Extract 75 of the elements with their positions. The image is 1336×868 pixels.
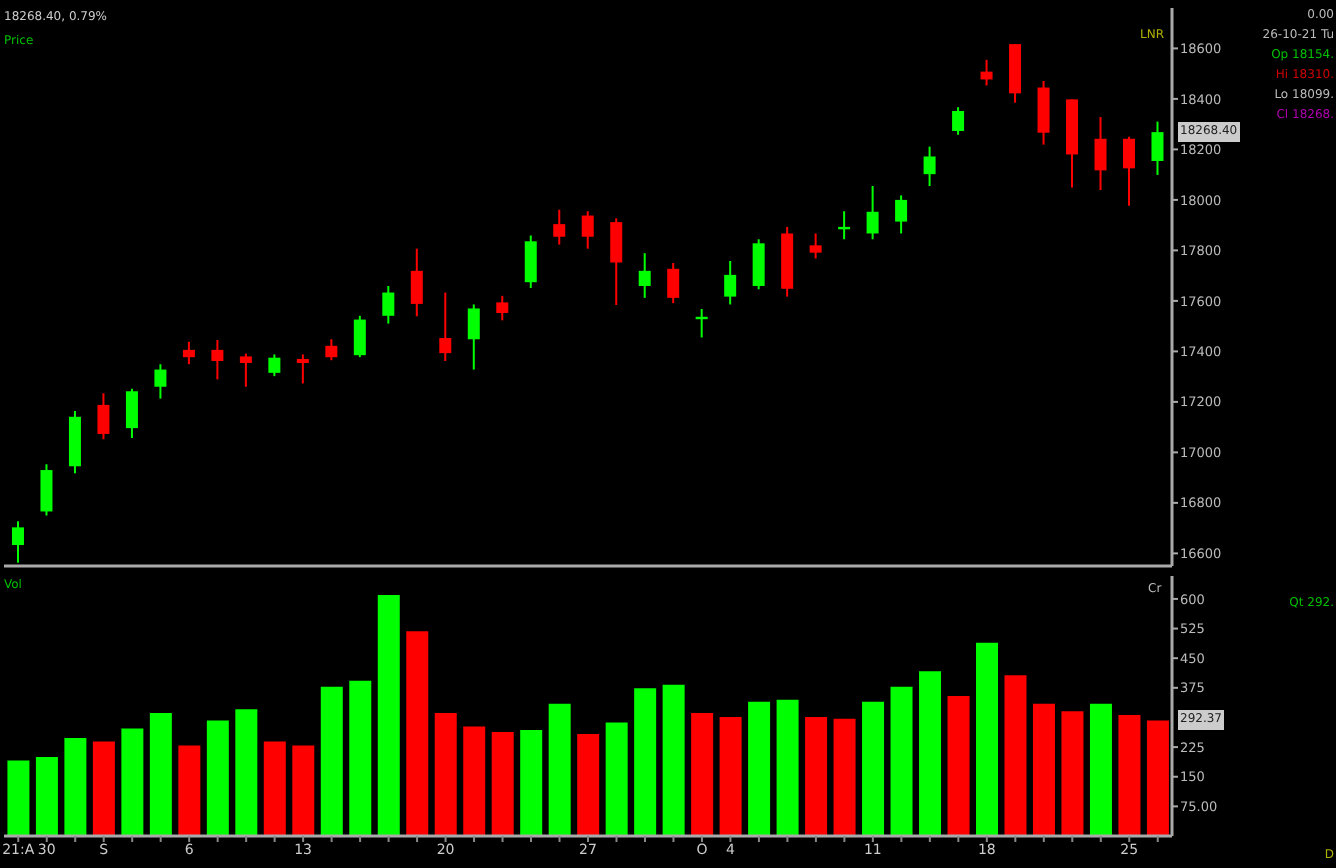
bar [1089,703,1112,836]
bar [263,741,286,836]
bar [1004,675,1027,836]
bar [520,730,543,836]
bar [577,734,600,836]
candlestick [1151,120,1164,176]
bar [1118,715,1141,836]
candlestick [1094,116,1107,192]
candlestick [211,339,224,381]
bar [149,713,172,836]
bar [121,728,144,836]
candlestick [952,106,965,136]
candlestick [268,353,281,378]
bar [64,738,87,836]
candlestick [125,387,138,439]
bar [634,688,657,836]
bar [748,701,771,836]
candlestick [410,247,423,318]
candlestick [553,208,566,246]
bar [919,671,942,836]
candlestick [11,520,24,564]
bar [491,732,514,836]
candlestick [524,234,537,290]
bar [890,686,913,836]
bar [776,699,799,836]
candlestick [581,210,594,250]
candlestick [638,252,651,299]
candlestick [467,303,480,371]
bar [719,717,742,836]
candlestick [667,262,680,305]
bar [434,713,457,836]
candlestick [866,185,879,241]
bar [92,741,115,836]
candlestick [40,463,53,517]
bar [377,594,400,836]
candlestick [154,363,167,400]
candlestick [895,194,908,235]
candlestick [182,340,195,366]
bar [178,745,201,836]
bar [947,696,970,836]
candlestick [809,232,822,260]
bar [406,631,429,836]
bar [691,713,714,836]
bar [7,760,30,836]
bar [833,718,856,836]
candlestick [239,352,252,388]
bar [1032,703,1055,836]
bar [35,756,58,836]
bar [662,684,685,836]
bar [320,686,343,836]
candlestick [923,145,936,187]
bar [235,709,258,836]
candlestick [1123,135,1135,207]
candlestick [97,392,110,441]
candlestick [439,291,452,362]
bar [605,722,628,836]
candlestick [752,238,765,291]
bar [349,680,372,836]
bar [206,720,229,836]
bar [1061,711,1084,836]
bar [463,726,486,836]
bar [1146,720,1169,836]
candlestick [724,259,737,306]
bar [548,703,571,836]
candlestick [1037,79,1050,146]
bar [976,642,998,836]
candlestick [382,284,395,325]
bar [862,701,885,836]
candlestick [610,217,623,306]
bar [805,717,828,836]
candlestick [296,353,309,385]
candlestick [325,338,338,362]
candlestick [353,314,366,359]
bar [292,745,315,836]
candlestick [496,294,509,322]
